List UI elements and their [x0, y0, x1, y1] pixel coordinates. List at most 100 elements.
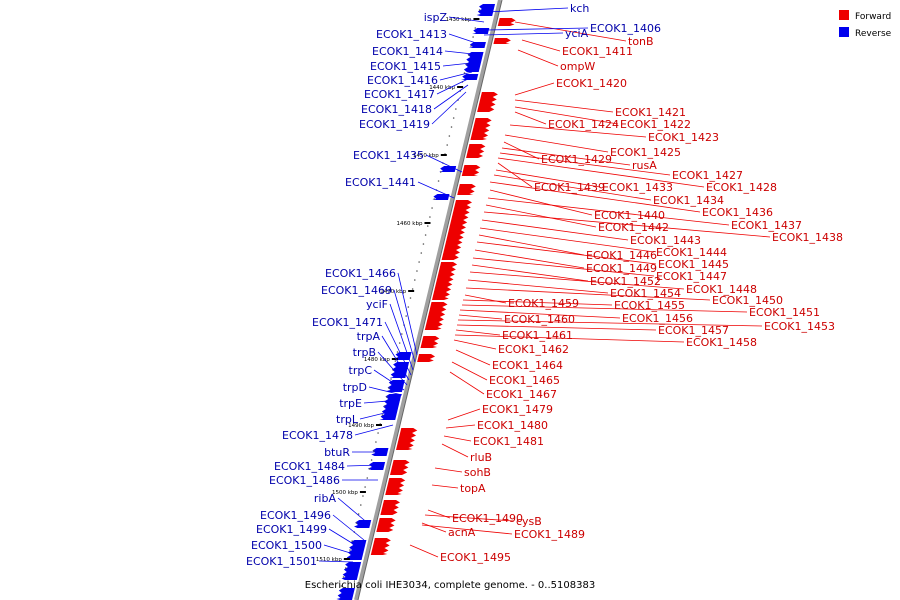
gene-label-ecok1-1465[interactable]: ECOK1_1465	[489, 374, 560, 387]
gene-label-ecok1-1411[interactable]: ECOK1_1411	[562, 45, 633, 58]
gene-label-ecok1-1495[interactable]: ECOK1_1495	[440, 551, 511, 564]
forward-gene-feature[interactable]	[470, 138, 487, 140]
gene-label-ecok1-1417[interactable]: ECOK1_1417	[364, 88, 435, 101]
forward-gene-feature[interactable]	[371, 548, 389, 553]
forward-gene-feature[interactable]	[437, 272, 455, 277]
forward-gene-feature[interactable]	[391, 465, 409, 470]
forward-gene-feature[interactable]	[433, 287, 452, 292]
forward-gene-feature[interactable]	[454, 200, 472, 205]
gene-label-ecok1-1486[interactable]: ECOK1_1486	[269, 474, 340, 487]
reverse-gene-feature[interactable]	[342, 572, 359, 577]
gene-label-tonb[interactable]: tonB	[628, 35, 654, 48]
forward-gene-feature[interactable]	[432, 297, 449, 300]
gene-label-ecok1-1457[interactable]: ECOK1_1457	[658, 324, 729, 337]
gene-label-ecok1-1424[interactable]: ECOK1_1424	[548, 118, 619, 131]
gene-label-ecok1-1467[interactable]: ECOK1_1467	[486, 388, 557, 401]
gene-label-trpc[interactable]: trpC	[349, 364, 373, 377]
gene-label-ecok1-1452[interactable]: ECOK1_1452	[590, 275, 661, 288]
forward-gene-feature[interactable]	[445, 240, 463, 245]
reverse-gene-feature[interactable]	[462, 74, 479, 79]
gene-label-ecok1-1423[interactable]: ECOK1_1423	[648, 131, 719, 144]
gene-label-ecok1-1500[interactable]: ECOK1_1500	[251, 539, 322, 552]
reverse-gene-feature[interactable]	[390, 372, 407, 377]
gene-label-ecok1-1434[interactable]: ECOK1_1434	[653, 194, 724, 207]
gene-label-ecok1-1490[interactable]: ECOK1_1490	[452, 512, 523, 525]
gene-label-rusa[interactable]: rusA	[632, 159, 657, 172]
gene-label-ecok1-1450[interactable]: ECOK1_1450	[712, 294, 783, 307]
forward-gene-feature[interactable]	[466, 154, 484, 158]
forward-gene-feature[interactable]	[474, 118, 492, 123]
gene-label-ecok1-1442[interactable]: ECOK1_1442	[598, 221, 669, 234]
gene-label-ecok1-1435[interactable]: ECOK1_1435	[353, 149, 424, 162]
forward-gene-feature[interactable]	[446, 235, 464, 240]
forward-gene-feature[interactable]	[497, 23, 515, 26]
gene-label-ecok1-1458[interactable]: ECOK1_1458	[686, 336, 757, 349]
reverse-gene-feature[interactable]	[391, 367, 408, 372]
forward-gene-feature[interactable]	[417, 354, 436, 359]
gene-label-ecok1-1436[interactable]: ECOK1_1436	[702, 206, 773, 219]
forward-gene-feature[interactable]	[420, 346, 437, 348]
gene-label-ecok1-1421[interactable]: ECOK1_1421	[615, 106, 686, 119]
forward-gene-feature[interactable]	[398, 433, 417, 438]
forward-gene-feature[interactable]	[370, 553, 388, 555]
gene-label-ecok1-1427[interactable]: ECOK1_1427	[672, 169, 743, 182]
forward-gene-feature[interactable]	[422, 336, 440, 341]
reverse-gene-feature[interactable]	[432, 199, 449, 200]
forward-gene-feature[interactable]	[372, 543, 390, 548]
gene-label-trpd[interactable]: trpD	[343, 381, 367, 394]
reverse-gene-feature[interactable]	[433, 194, 450, 199]
gene-label-ecok1-1456[interactable]: ECOK1_1456	[622, 312, 693, 325]
forward-gene-feature[interactable]	[442, 250, 460, 255]
forward-gene-feature[interactable]	[451, 215, 469, 220]
gene-label-ecok1-1451[interactable]: ECOK1_1451	[749, 306, 820, 319]
forward-gene-feature[interactable]	[493, 38, 511, 43]
reverse-gene-feature[interactable]	[463, 67, 480, 72]
reverse-gene-feature[interactable]	[389, 377, 406, 378]
forward-gene-feature[interactable]	[461, 175, 478, 176]
forward-gene-feature[interactable]	[373, 538, 391, 543]
forward-gene-feature[interactable]	[385, 493, 402, 495]
gene-label-ecok1-1489[interactable]: ECOK1_1489	[514, 528, 585, 541]
forward-gene-feature[interactable]	[386, 483, 405, 488]
forward-gene-feature[interactable]	[427, 312, 446, 317]
gene-label-ecok1-1499[interactable]: ECOK1_1499	[256, 523, 327, 536]
forward-gene-feature[interactable]	[467, 149, 485, 154]
gene-label-ecok1-1481[interactable]: ECOK1_1481	[473, 435, 544, 448]
gene-label-ecok1-1414[interactable]: ECOK1_1414	[372, 45, 443, 58]
forward-gene-feature[interactable]	[396, 443, 414, 448]
gene-label-riba[interactable]: ribA	[314, 492, 337, 505]
gene-label-btur[interactable]: btuR	[324, 446, 350, 459]
forward-gene-feature[interactable]	[400, 428, 418, 433]
reverse-gene-feature[interactable]	[468, 47, 485, 48]
reverse-gene-feature[interactable]	[438, 171, 455, 172]
reverse-gene-feature[interactable]	[355, 520, 372, 525]
gene-label-ecok1-1455[interactable]: ECOK1_1455	[614, 299, 685, 312]
reverse-gene-feature[interactable]	[385, 394, 402, 399]
gene-label-trpl[interactable]: trpL	[336, 413, 359, 426]
gene-label-cysb[interactable]: cysB	[516, 515, 542, 528]
reverse-gene-feature[interactable]	[354, 525, 370, 528]
gene-label-topa[interactable]: topA	[460, 482, 486, 495]
gene-label-ecok1-1466[interactable]: ECOK1_1466	[325, 267, 396, 280]
gene-label-ecok1-1454[interactable]: ECOK1_1454	[610, 287, 681, 300]
gene-label-trpa[interactable]: trpA	[357, 330, 381, 343]
gene-label-ecok1-1440[interactable]: ECOK1_1440	[594, 209, 665, 222]
gene-label-ecok1-1441[interactable]: ECOK1_1441	[345, 176, 416, 189]
gene-label-ecok1-1433[interactable]: ECOK1_1433	[602, 181, 673, 194]
reverse-gene-feature[interactable]	[379, 419, 396, 420]
gene-label-ecok1-1415[interactable]: ECOK1_1415	[370, 60, 441, 73]
reverse-gene-feature[interactable]	[388, 380, 405, 385]
gene-label-trpb[interactable]: trpB	[353, 346, 376, 359]
forward-gene-feature[interactable]	[498, 18, 516, 23]
forward-gene-feature[interactable]	[436, 277, 454, 282]
forward-gene-feature[interactable]	[397, 438, 415, 443]
forward-gene-feature[interactable]	[430, 302, 448, 307]
reverse-gene-feature[interactable]	[349, 545, 366, 550]
gene-label-ecok1-1460[interactable]: ECOK1_1460	[504, 313, 575, 326]
gene-label-ecok1-1445[interactable]: ECOK1_1445	[658, 258, 729, 271]
forward-gene-feature[interactable]	[444, 245, 462, 250]
reverse-gene-feature[interactable]	[345, 562, 362, 567]
forward-gene-feature[interactable]	[432, 292, 450, 297]
gene-label-ycia[interactable]: yciA	[565, 27, 589, 40]
gene-label-ecok1-1461[interactable]: ECOK1_1461	[502, 329, 573, 342]
